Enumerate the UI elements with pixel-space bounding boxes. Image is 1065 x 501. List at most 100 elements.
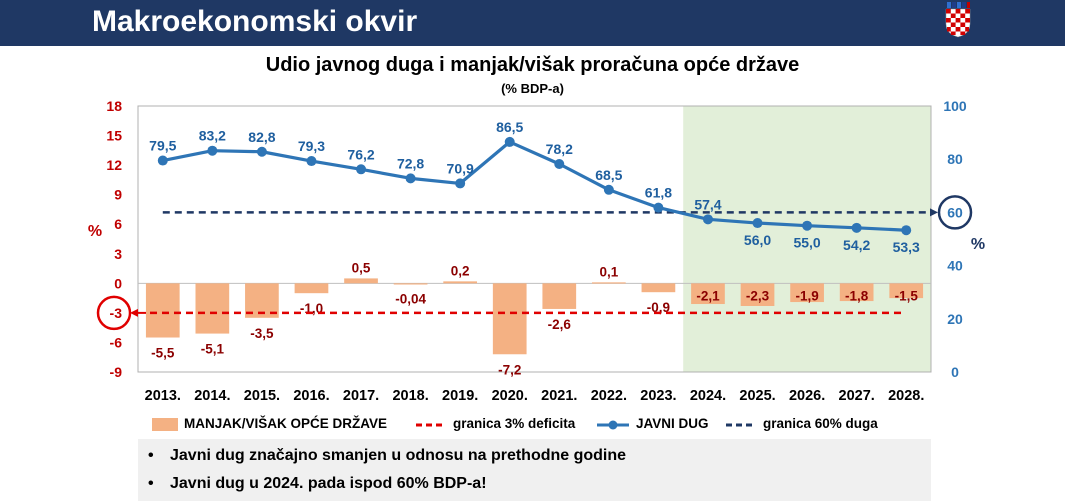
deficit-bar-value-label: 0,5	[352, 260, 371, 275]
deficit-bar-value-label: -2,6	[548, 317, 572, 332]
deficit-bar-value-label: -1,8	[845, 288, 869, 303]
deficit-bar	[393, 283, 428, 285]
deficit-bar-value-label: -2,1	[696, 288, 720, 303]
bullet-icon: •	[148, 475, 154, 492]
public-debt-value-label: 68,5	[595, 167, 622, 183]
chart-subtitle: (% BDP-a)	[501, 81, 564, 96]
deficit-bar	[889, 283, 924, 299]
public-debt-value-label: 78,2	[546, 141, 573, 157]
public-debt-value-label: 72,8	[397, 155, 424, 171]
x-axis-tick-label: 2027.	[839, 388, 875, 404]
x-axis-tick-label: 2017.	[343, 388, 379, 404]
deficit-bar	[195, 283, 230, 334]
deficit-bar-value-label: 0,2	[451, 263, 470, 278]
x-axis-tick-label: 2024.	[690, 388, 726, 404]
deficit-bar	[294, 283, 329, 294]
deficit-bar-value-label: 0,1	[599, 264, 618, 279]
x-axis-tick-label: 2015.	[244, 388, 280, 404]
chart-legend: MANJAK/VIŠAK OPĆE DRŽAVE granica 3% defi…	[0, 412, 1065, 438]
right-axis-tick-label: 40	[947, 258, 963, 274]
debt-deficit-chart: 18 15 12 9 6 3 0 -3 -6 -9% 100 80 60 40 20 0% 2013. 2014.…	[88, 98, 985, 404]
deficit-bar-value-label: -3,5	[250, 326, 274, 341]
x-axis-tick-label: 2018.	[392, 388, 428, 404]
deficit-bar	[740, 283, 775, 306]
deficit-bar	[145, 283, 180, 338]
deficit-bar	[591, 282, 626, 284]
deficit-bar	[344, 278, 378, 284]
note-item: • Javni dug značajno smanjen u odnosu na …	[148, 447, 626, 465]
left-axis-tick-label: -6	[110, 334, 123, 350]
deficit-bar	[443, 281, 478, 284]
public-debt-value-label: 57,4	[694, 196, 721, 212]
deficit-bar	[839, 283, 874, 302]
right-axis-tick-label: 60	[947, 204, 963, 220]
legend-red-dashed-line-icon	[416, 423, 446, 427]
notes-box: • Javni dug značajno smanjen u odnosu na …	[138, 439, 931, 501]
x-axis-tick-label: 2016.	[293, 388, 329, 404]
legend-navy-dashed-line-icon	[726, 423, 756, 427]
legend-bar-swatch-icon	[152, 418, 178, 431]
left-axis-tick-label: 6	[114, 216, 122, 232]
public-debt-value-label: 56,0	[744, 232, 771, 248]
deficit-bar-value-label: -1,9	[795, 288, 818, 303]
public-debt-marker	[653, 202, 664, 213]
x-axis-tick-label: 2023.	[640, 388, 676, 404]
page-title: Makroekonomski okvir	[92, 5, 418, 38]
legend-blue-line-marker-icon	[597, 420, 629, 430]
chart-title: Udio javnog duga i manjak/višak proračun…	[265, 54, 800, 76]
public-debt-marker	[901, 225, 912, 236]
legend-label-deficit-bars: MANJAK/VIŠAK OPĆE DRŽAVE	[184, 416, 388, 431]
public-debt-value-label: 53,3	[893, 239, 920, 255]
right-axis-label: %	[971, 236, 985, 253]
note-text: Javni dug značajno smanjen u odnosu na p…	[170, 447, 627, 464]
left-axis-tick-label: 15	[106, 128, 122, 144]
x-axis-tick-label: 2019.	[442, 388, 478, 404]
public-debt-marker	[256, 146, 267, 157]
deficit-bar	[641, 283, 676, 293]
legend-label-deficit-limit: granica 3% deficita	[453, 416, 576, 431]
left-axis-tick-label: 9	[114, 187, 122, 203]
deficit-bar	[492, 283, 527, 355]
left-axis-tick-label: 0	[114, 275, 122, 291]
public-debt-value-label: 79,5	[149, 138, 176, 154]
x-axis-tick-label: 2026.	[789, 388, 825, 404]
public-debt-marker	[802, 220, 813, 231]
deficit-bar-value-label: -2,3	[746, 288, 770, 303]
deficit-bar	[542, 283, 577, 309]
public-debt-marker	[356, 164, 367, 175]
public-debt-value-label: 82,8	[248, 129, 275, 145]
public-debt-value-label: 70,9	[447, 160, 474, 176]
public-debt-marker	[306, 156, 317, 167]
deficit-bar-value-label: -1,0	[300, 301, 323, 316]
x-axis-tick-label: 2020.	[492, 388, 528, 404]
public-debt-marker	[455, 178, 466, 189]
legend-label-debt-limit: granica 60% duga	[763, 416, 878, 431]
x-axis-tick-label: 2028.	[888, 388, 924, 404]
public-debt-marker	[405, 173, 416, 184]
right-axis-tick-label: 100	[943, 98, 967, 114]
public-debt-marker	[702, 214, 713, 225]
x-axis-tick-label: 2014.	[194, 388, 230, 404]
public-debt-value-label: 79,3	[298, 138, 325, 154]
left-axis-tick-label: 12	[106, 157, 122, 173]
left-axis-tick-label: -3	[110, 305, 123, 321]
public-debt-value-label: 83,2	[199, 128, 226, 144]
public-debt-marker	[207, 145, 218, 156]
deficit-bar-value-label: -1,5	[895, 288, 919, 303]
debt-limit-arrow-icon	[930, 208, 938, 217]
public-debt-marker	[504, 136, 515, 147]
public-debt-marker	[603, 184, 614, 195]
deficit-bar	[691, 283, 725, 305]
deficit-bar-value-label: -5,1	[201, 342, 225, 357]
deficit-bar-value-label: -0,9	[647, 300, 670, 315]
public-debt-value-label: 54,2	[843, 237, 870, 253]
public-debt-marker	[157, 155, 168, 166]
x-axis-tick-label: 2025.	[739, 388, 775, 404]
legend-label-public-debt: JAVNI DUG	[636, 416, 709, 431]
croatian-coat-of-arms-icon	[945, 2, 971, 38]
x-axis-tick-label: 2013.	[145, 388, 181, 404]
public-debt-marker	[752, 218, 763, 229]
public-debt-value-label: 76,2	[347, 146, 374, 162]
deficit-bar-value-label: -7,2	[498, 362, 521, 377]
right-axis-tick-label: 0	[951, 364, 959, 380]
